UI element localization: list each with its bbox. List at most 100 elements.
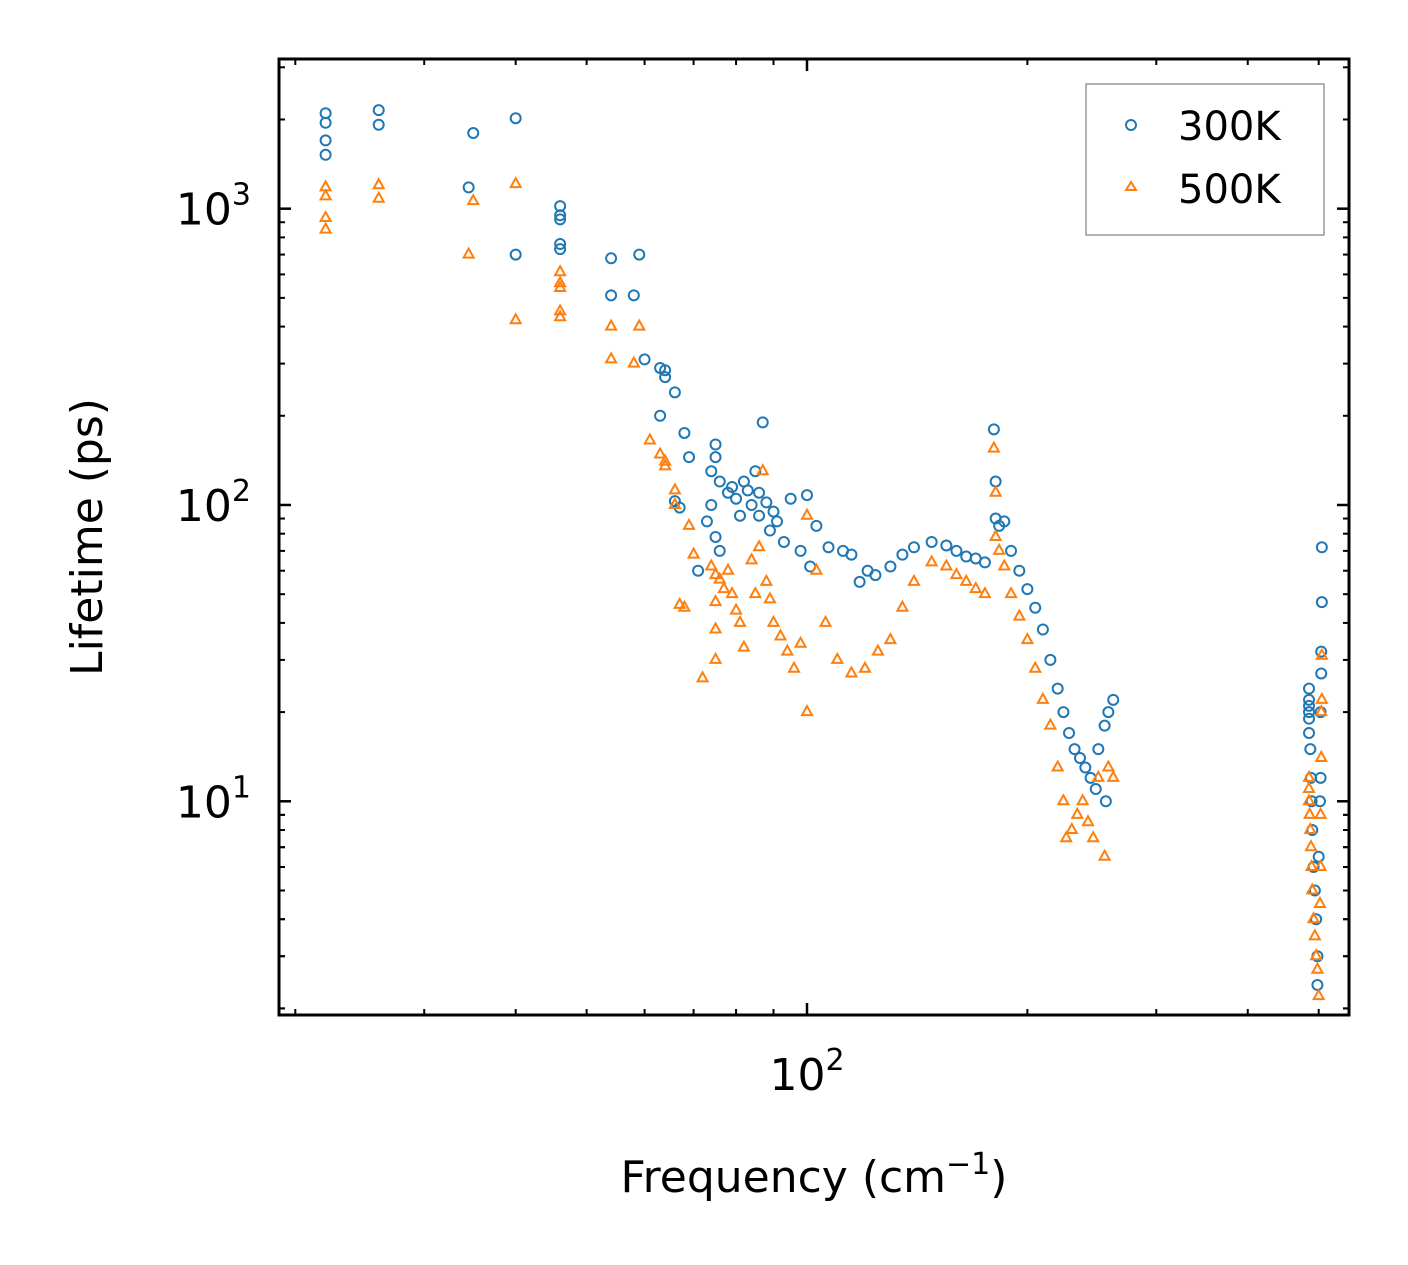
data-point-500K [372,190,386,203]
data-point-500K [871,643,885,656]
data-point-500K [508,312,523,325]
data-point-500K [1315,691,1329,704]
data-point-300K [753,486,766,499]
data-point-300K [1315,596,1328,609]
data-point-500K [708,651,723,664]
data-point-300K [1079,761,1092,774]
data-point-500K [604,318,618,331]
data-point-300K [794,544,807,557]
data-point-300K [709,451,722,464]
data-point-300K [605,289,618,302]
data-point-300K [1312,850,1325,863]
data-point-500K [677,599,692,612]
data-point-500K [1302,780,1316,794]
data-point-300K [1099,795,1112,808]
data-point-300K [925,536,938,549]
data-point-500K [466,193,480,206]
data-point-500K [1036,691,1050,704]
data-point-300K [1303,727,1316,740]
data-point-500K [793,635,808,648]
data-point-300K [845,548,858,561]
data-point-500K [1309,948,1323,961]
data-point-500K [668,482,682,495]
data-point-500K [1097,848,1112,861]
data-point-500K [1086,830,1100,843]
data-point-500K [1304,858,1319,872]
data-point-500K [1310,961,1325,974]
data-point-500K [318,209,333,223]
data-point-300K [319,134,332,147]
data-point-500K [800,704,814,717]
data-point-300K [784,492,797,505]
data-point-500K [1302,769,1316,782]
data-point-300K [700,515,713,528]
data-point-500K [1091,769,1106,782]
data-point-500K [1314,749,1328,762]
data-point-300K [319,148,332,161]
data-point-300K [633,248,646,261]
data-point-300K [726,480,739,493]
data-point-500K [1302,806,1317,819]
data-point-300K [1063,727,1076,740]
data-point-300K [1074,751,1087,764]
data-point-500K [682,517,696,530]
data-point-500K [704,558,718,571]
data-point-300K [950,544,963,557]
data-point-500K [1028,660,1042,673]
data-point-500K [766,614,781,627]
data-point-300K [1036,623,1049,636]
data-point-300K [1068,743,1081,756]
data-point-500K [708,621,723,634]
data-point-300K [1021,583,1034,596]
data-point-300K [554,209,567,222]
data-markers [318,104,1329,1001]
data-point-500K [1101,759,1116,772]
legend-marker-500k [1124,180,1138,191]
data-point-500K [978,586,992,599]
data-point-300K [654,409,667,422]
data-point-300K [756,416,769,429]
data-point-300K [659,371,672,384]
data-point-500K [969,581,983,594]
data-point-500K [632,318,646,331]
data-point-300K [763,524,776,537]
data-point-300K [741,484,754,497]
data-point-300K [884,560,897,573]
data-point-300K [1107,693,1120,706]
data-point-500K [1075,793,1090,806]
data-point-300K [319,116,332,129]
data-point-300K [1005,544,1018,557]
data-point-500K [1043,717,1058,730]
major-ticks [279,59,1349,1015]
data-point-300K [627,289,640,302]
data-point-500K [1106,769,1120,782]
data-point-500K [695,670,710,683]
data-point-500K [1302,793,1316,806]
data-point-300K [705,465,718,478]
data-point-300K [509,112,522,125]
data-point-500K [553,279,567,292]
data-point-500K [883,632,898,645]
data-point-300K [668,386,681,399]
data-point-500K [708,594,723,607]
y-tick-label: 102 [176,474,251,532]
data-point-300K [709,438,722,451]
data-point-500K [1020,632,1035,645]
data-point-300K [1044,653,1057,666]
y-tick-label: 101 [176,770,251,828]
data-point-300K [372,104,385,117]
data-point-500K [643,432,657,445]
data-point-300K [801,489,814,502]
data-point-300K [659,364,672,377]
data-point-500K [1056,793,1071,806]
data-point-500K [372,177,386,190]
data-point-500K [1004,586,1018,599]
data-point-500K [668,496,682,509]
data-point-500K [508,176,523,189]
data-point-300K [1315,645,1328,658]
data-point-300K [771,515,784,528]
data-point-500K [318,188,333,201]
data-point-500K [721,562,735,575]
data-point-300K [1304,743,1317,756]
data-point-300K [734,509,747,522]
